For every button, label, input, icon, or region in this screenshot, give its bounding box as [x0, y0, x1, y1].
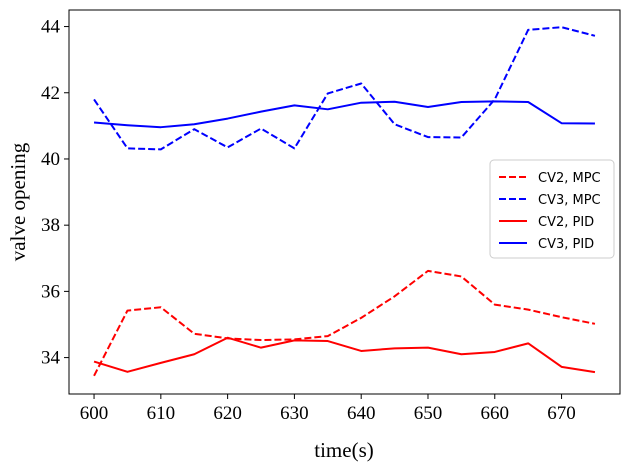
x-tick-label: 650: [414, 403, 443, 424]
x-axis-label: time(s): [314, 438, 373, 462]
x-tick-label: 600: [80, 403, 109, 424]
legend: CV2, MPC CV3, MPC CV2, PID CV3, PID: [489, 159, 615, 259]
x-tick-label: 660: [481, 403, 510, 424]
x-tick-label: 670: [547, 403, 576, 424]
legend-label-3: CV2, PID: [538, 215, 594, 230]
y-tick-label: 38: [41, 215, 60, 236]
series-line-1: [93, 269, 596, 377]
series-line-2: [93, 26, 596, 151]
legend-label-4: CV3, PID: [538, 237, 594, 252]
series-line-4: [93, 100, 595, 129]
legend-box: [489, 159, 615, 259]
y-tick-label: 34: [41, 348, 61, 369]
x-tick-label: 630: [280, 403, 309, 424]
legend-label-1: CV2, MPC: [538, 171, 601, 186]
y-tick-label: 36: [41, 281, 60, 302]
series-line-3: [93, 336, 596, 374]
plot-frame: [68, 9, 621, 395]
x-tick-label: 620: [213, 403, 242, 424]
y-tick-label: 42: [41, 83, 60, 104]
x-tick-label: 610: [147, 403, 176, 424]
y-tick-label: 40: [41, 149, 60, 170]
y-axis-label: valve opening: [6, 142, 30, 261]
legend-label-2: CV3, MPC: [538, 193, 601, 208]
x-tick-label: 640: [347, 403, 376, 424]
y-tick-label: 44: [41, 17, 61, 38]
